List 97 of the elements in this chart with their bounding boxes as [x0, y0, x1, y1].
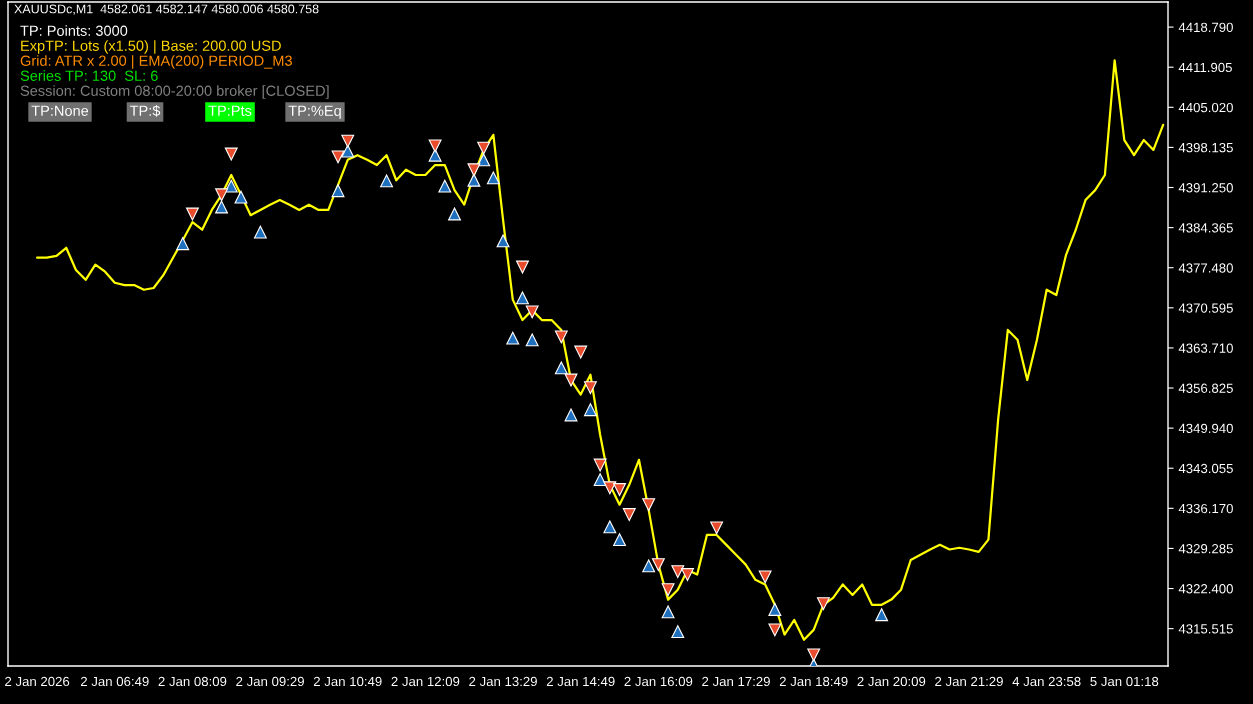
point [554, 330, 568, 344]
y-tick-label: 4384.365 [1178, 223, 1233, 233]
point [593, 458, 607, 472]
point [671, 565, 685, 579]
annotation: Grid: ATR x 2.00 | EMA(200) PERIOD_M3 [20, 55, 292, 69]
point [438, 179, 452, 193]
point [651, 558, 665, 572]
point [807, 648, 821, 662]
point [525, 305, 539, 319]
point [341, 134, 355, 148]
y-tick-label: 4377.480 [1178, 263, 1233, 273]
point [525, 333, 539, 347]
x-tick-label: 2 Jan 06:49 [80, 676, 149, 687]
y-tick-label: 4411.905 [1178, 62, 1232, 73]
y-tick-label: 4349.940 [1178, 423, 1233, 434]
point [593, 473, 607, 487]
point [496, 234, 510, 248]
x-tick-label: 2 Jan 10:49 [313, 676, 382, 687]
point [768, 603, 782, 616]
point [215, 188, 229, 202]
y-tick-label: 4418.790 [1178, 22, 1233, 33]
x-tick-label: 2 Jan 18:49 [779, 676, 848, 687]
point [467, 163, 481, 177]
point [428, 148, 442, 162]
point [331, 184, 345, 198]
point [710, 521, 724, 535]
point [380, 174, 394, 188]
point [661, 605, 675, 619]
point [516, 260, 529, 274]
point [564, 373, 578, 387]
point [875, 608, 889, 622]
point [224, 179, 238, 193]
x-tick-label: 2 Jan 2026 [5, 676, 70, 687]
point [176, 237, 190, 251]
point [448, 207, 461, 221]
point [564, 408, 578, 422]
point [613, 533, 627, 547]
point [253, 225, 267, 239]
x-tick-label: 4 Jan 23:58 [1012, 676, 1081, 687]
y-tick-label: 4343.055 [1178, 463, 1233, 474]
point [681, 568, 694, 582]
x-tick-label: 5 Jan 01:18 [1090, 676, 1159, 687]
point [477, 141, 491, 155]
annotation: ExpTP: Lots (x1.50) | Base: 200.00 USD [21, 40, 281, 54]
point [234, 190, 248, 204]
point [622, 508, 636, 522]
point [758, 570, 772, 584]
annotation: TP:Pts [208, 105, 252, 116]
point [486, 171, 500, 185]
point [661, 583, 675, 597]
point [603, 520, 617, 534]
x-tick-label: 2 Jan 17:29 [702, 676, 770, 687]
x-tick-label: 2 Jan 09:29 [236, 676, 304, 687]
y-tick-label: 4391.250 [1178, 183, 1233, 193]
y-tick-label: 4315.515 [1178, 624, 1233, 634]
y-tick-label: 4336.170 [1178, 503, 1233, 514]
y-tick-label: 4398.135 [1178, 142, 1233, 153]
point [215, 200, 229, 214]
point [516, 291, 529, 305]
x-tick-label: 2 Jan 21:29 [935, 676, 1003, 687]
point [603, 481, 617, 495]
point [768, 623, 782, 637]
point [583, 381, 597, 395]
annotation: TP: Points: 3000 [20, 25, 128, 36]
y-tick-label: 4370.595 [1178, 303, 1233, 313]
point [467, 173, 481, 187]
point [642, 498, 656, 512]
annotation: TP:$ [129, 104, 161, 117]
annotation: Session: Custom 08:00-20:00 broker [CLOSED] [20, 85, 329, 99]
point [428, 139, 442, 153]
y-tick-label: 4356.825 [1178, 383, 1233, 393]
point [341, 144, 355, 158]
point [506, 331, 520, 345]
point [583, 403, 597, 417]
point [185, 207, 199, 221]
x-tick-label: 2 Jan 13:29 [469, 676, 537, 687]
chart-title: XAUUSDc,M1 4582.061 4582.147 4580.006 4580.758 [14, 4, 319, 15]
x-tick-label: 2 Jan 12:09 [391, 676, 460, 687]
x-tick-label: 2 Jan 16:09 [624, 676, 693, 687]
x-tick-label: 2 Jan 20:09 [857, 676, 926, 687]
y-tick-label: 4363.710 [1178, 343, 1233, 353]
point [224, 147, 238, 161]
y-tick-label: 4405.020 [1178, 102, 1233, 113]
annotation: Series TP: 130 SL: 6 [20, 70, 158, 81]
point [613, 483, 627, 496]
point [554, 361, 568, 375]
x-tick-label: 2 Jan 14:49 [546, 676, 615, 687]
point [671, 625, 685, 639]
x-tick-label: 2 Jan 08:09 [158, 676, 227, 687]
point [642, 559, 656, 573]
y-tick-label: 4329.285 [1178, 544, 1233, 554]
point [574, 345, 588, 359]
point [331, 150, 345, 164]
annotation: TP:None [31, 105, 89, 116]
point [816, 597, 830, 611]
annotation: TP:%Eq [288, 105, 341, 119]
y-tick-label: 4322.400 [1178, 584, 1233, 594]
